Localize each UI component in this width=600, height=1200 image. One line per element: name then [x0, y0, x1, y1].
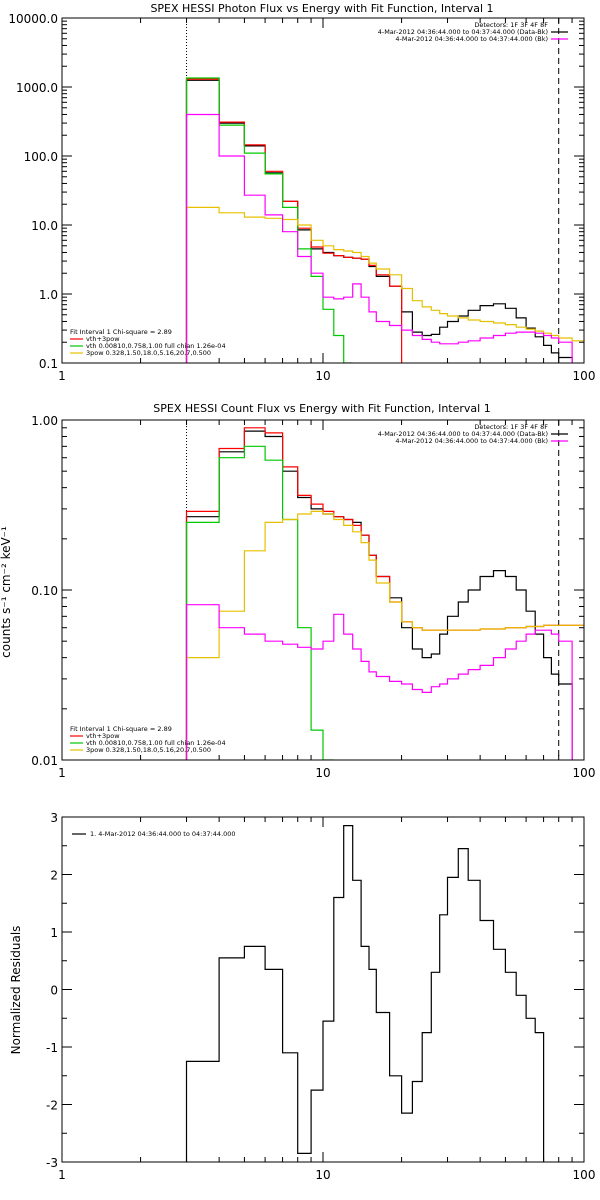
- count-flux-plot-area: 1 10 100 0.01 0.10 1.00 Detectors: 1F 3F 4F 8F…: [31, 414, 595, 780]
- x-axis-ticks: [61, 420, 585, 760]
- x-axis-ticks: [61, 18, 585, 363]
- y-tick-label: 100.0: [24, 150, 58, 164]
- plot-frame: [61, 17, 585, 364]
- x-tick-label: 100: [573, 766, 596, 780]
- y-tick-label: 0: [50, 984, 58, 998]
- series-group: [185, 825, 545, 1162]
- legend-left: Fit Interval 1 Chi-square = 2.89vth+3pow…: [70, 328, 226, 357]
- legend-right: Detectors: 1F 3F 4F 8F4-Mar-2012 04:36:4…: [378, 21, 568, 43]
- photon-flux-plot-area: 1 10 100 0.1 1.0 10.0 100.0 1000.0 10000.0 Detect…: [8, 12, 595, 383]
- series-model-line: [185, 78, 403, 363]
- series-model-line: [185, 427, 584, 760]
- x-tick-label: 10: [315, 766, 330, 780]
- y-tick-label: 10.0: [31, 219, 58, 233]
- series-bk-line: [185, 604, 573, 760]
- y-tick-label: -3: [46, 1156, 58, 1170]
- x-tick-label: 1: [58, 1168, 66, 1182]
- x-tick-label: 100: [573, 369, 596, 383]
- legend-left-entry: 3pow 0.328,1.50,18.0,5.16,20.7,0.500: [86, 746, 211, 754]
- legend-left: Fit Interval 1 Chi-square = 2.89vth+3pow…: [70, 725, 226, 754]
- legend-right-entry: 4-Mar-2012 04:36:44.000 to 04:37:44.000 …: [395, 437, 548, 445]
- legend-left-entry: vth 0.00810,0.758,1.00 full chian 1.26e-…: [86, 342, 226, 350]
- count-flux-y-axis-label: counts s⁻¹ cm⁻² keV⁻¹: [0, 526, 13, 658]
- series-3pow-line: [185, 510, 584, 760]
- y-tick-label: 1: [50, 926, 58, 940]
- legend-left-entry: 3pow 0.328,1.50,18.0,5.16,20.7,0.500: [86, 349, 211, 357]
- y-tick-label: 0.10: [31, 584, 58, 598]
- x-tick-label: 10: [315, 369, 330, 383]
- y-axis-ticks: [62, 17, 584, 364]
- count-flux-title: SPEX HESSI Count Flux vs Energy with Fit…: [153, 402, 490, 415]
- legend-right: Detectors: 1F 3F 4F 8F4-Mar-2012 04:36:4…: [378, 423, 568, 445]
- series-vth-line: [185, 77, 353, 363]
- y-tick-label: 2: [50, 869, 58, 883]
- x-tick-label: 100: [573, 1168, 596, 1182]
- legend-left-entry: Fit Interval 1 Chi-square = 2.89: [70, 725, 172, 733]
- y-tick-label: 10000.0: [8, 12, 58, 26]
- x-tick-label: 1: [58, 766, 66, 780]
- y-tick-label: 1.0: [39, 288, 58, 302]
- legend-left-entry: vth+3pow: [86, 335, 120, 343]
- plot-frame: [61, 419, 585, 761]
- y-tick-label: 1.00: [31, 414, 58, 428]
- series-residuals-line: [185, 825, 545, 1162]
- x-tick-label: 10: [315, 1168, 330, 1182]
- legend-right-entry: 4-Mar-2012 04:36:44.000 to 04:37:44.000 …: [378, 28, 548, 36]
- residuals-plot-area: 1 10 100 -3 -2 -1 0 1 2 3 1. 4-Mar-2012 04:36:44.0…: [46, 811, 595, 1182]
- legend-right-entry: Detectors: 1F 3F 4F 8F: [474, 21, 548, 29]
- count-flux-panel: SPEX HESSI Count Flux vs Energy with Fit…: [0, 402, 595, 780]
- y-tick-label: 0.1: [39, 357, 58, 371]
- series-bk-line: [185, 113, 573, 363]
- residuals-panel: Normalized Residuals 1 10 100 -3 -2 -1 0 1 2 3 1. …: [9, 811, 595, 1182]
- legend-left-entry: vth+3pow: [86, 732, 120, 740]
- x-tick-label: 1: [58, 369, 66, 383]
- legend: 1. 4-Mar-2012 04:36:44.000 to 04:37:44.0…: [72, 830, 236, 838]
- photon-flux-title: SPEX HESSI Photon Flux vs Energy with Fi…: [150, 2, 493, 15]
- series-group: [185, 427, 584, 760]
- legend-entry: 1. 4-Mar-2012 04:36:44.000 to 04:37:44.0…: [90, 830, 236, 838]
- legend-right-entry: Detectors: 1F 3F 4F 8F: [474, 423, 548, 431]
- y-tick-label: -1: [46, 1041, 58, 1055]
- legend-right-entry: 4-Mar-2012 04:36:44.000 to 04:37:44.000 …: [395, 35, 548, 43]
- y-axis-ticks: [62, 419, 584, 761]
- series-3pow-line: [185, 206, 584, 363]
- y-tick-label: 1000.0: [16, 81, 58, 95]
- y-tick-label: 0.01: [31, 754, 58, 768]
- y-tick-label: 3: [50, 811, 58, 825]
- plot-frame: [61, 816, 585, 1163]
- photon-flux-panel: SPEX HESSI Photon Flux vs Energy with Fi…: [8, 2, 595, 383]
- legend-right-entry: 4-Mar-2012 04:36:44.000 to 04:37:44.000 …: [378, 430, 548, 438]
- legend-left-entry: vth 0.00810,0.758,1.00 full chian 1.26e-…: [86, 739, 226, 747]
- series-group: [185, 77, 584, 363]
- x-axis-ticks: [61, 817, 585, 1162]
- y-axis-ticks: [62, 816, 584, 1163]
- legend-left-entry: Fit Interval 1 Chi-square = 2.89: [70, 328, 172, 336]
- y-tick-label: -2: [46, 1099, 58, 1113]
- residuals-y-axis-label: Normalized Residuals: [9, 926, 23, 1055]
- series-vth-line: [185, 445, 334, 760]
